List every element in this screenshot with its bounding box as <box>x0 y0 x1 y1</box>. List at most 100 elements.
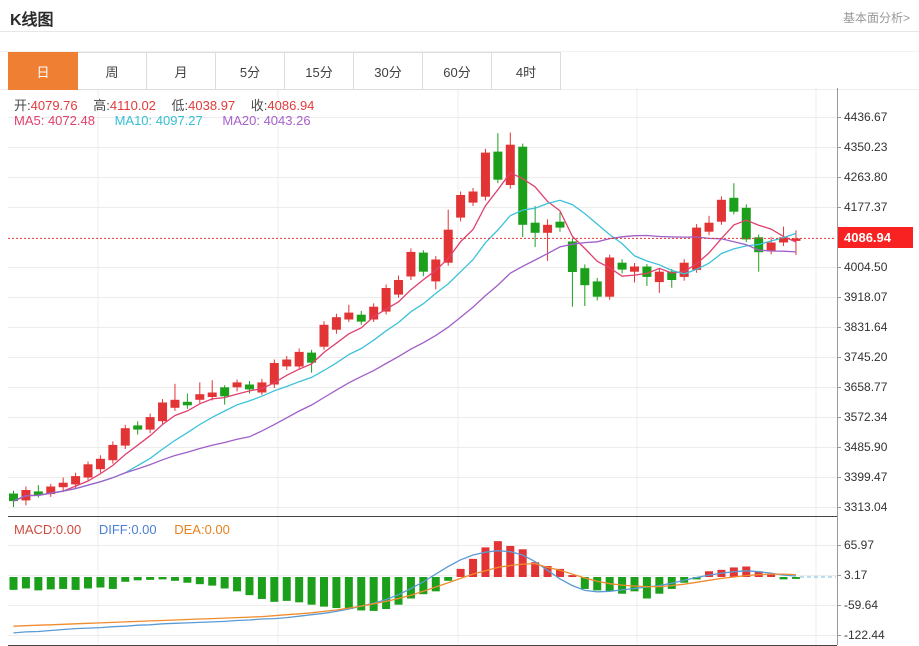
diff-line <box>13 550 797 634</box>
axis-tick-label: 3745.20 <box>844 350 888 364</box>
candle-body <box>741 207 751 240</box>
current-price-badge: 4086.94 <box>838 227 913 248</box>
candle-body <box>71 476 81 485</box>
tab-30min[interactable]: 30分 <box>353 52 423 90</box>
candle-body <box>257 382 267 393</box>
candle-body <box>269 363 279 385</box>
candle-body <box>319 324 329 347</box>
ma10-value: MA10: 4097.27 <box>114 113 203 128</box>
period-tabs: 日周月 5分 15分 30分 60分 4时 <box>8 52 561 90</box>
candle-body <box>9 493 18 502</box>
tab-4hour[interactable]: 4时 <box>491 52 561 90</box>
candle-body <box>220 387 230 397</box>
candle-body <box>158 402 168 422</box>
candle-body <box>207 392 217 397</box>
axis-tick-label: 4263.80 <box>844 170 888 184</box>
ma-legend: MA5: 4072.48 MA10: 4097.27 MA20: 4043.26 <box>14 113 311 128</box>
candle-body <box>83 464 93 478</box>
candle-body <box>282 359 292 367</box>
tabs-top-border <box>0 51 919 52</box>
candle-body <box>791 238 801 241</box>
candle-body <box>456 195 466 218</box>
axis <box>8 88 838 646</box>
axis-tick-label: 4436.67 <box>844 110 888 124</box>
candles <box>9 132 801 507</box>
axis-labels: 4436.67 4350.23 4263.80 4177.37 4004.50 3918.… <box>837 110 888 642</box>
candle-body <box>518 146 528 225</box>
candle-body <box>232 382 242 388</box>
dea-line <box>13 562 796 627</box>
candle-body <box>630 266 639 272</box>
candle-body <box>543 224 553 233</box>
candle-body <box>369 306 379 320</box>
header-divider <box>0 31 919 32</box>
candle-body <box>344 312 354 320</box>
tab-5min[interactable]: 5分 <box>215 52 285 90</box>
candle-body <box>394 280 404 295</box>
candle-body <box>654 271 664 283</box>
candle-body <box>505 144 515 185</box>
candle-body <box>580 268 590 286</box>
axis-tick-label: 3831.64 <box>844 320 888 334</box>
axis-tick-label: 3313.04 <box>844 500 888 514</box>
high-value: 4110.02 <box>109 98 156 113</box>
candle-body <box>692 227 702 270</box>
candle-body <box>58 482 68 488</box>
candle-body <box>493 151 503 180</box>
candle-body <box>406 251 416 277</box>
candle-body <box>667 271 677 280</box>
macd-histogram <box>9 541 800 611</box>
ma10-line <box>13 199 797 502</box>
dea-value: DEA:0.00 <box>174 522 230 537</box>
axis-tick-label: 3.17 <box>844 568 868 582</box>
candle-body <box>307 352 317 363</box>
macd-value: MACD:0.00 <box>14 522 82 537</box>
candle-body <box>480 152 490 197</box>
tab-15min[interactable]: 15分 <box>284 52 354 90</box>
axis-tick-label: 3658.77 <box>844 380 888 394</box>
low-value: 4038.97 <box>188 98 236 113</box>
candle-body <box>356 314 366 322</box>
candle-body <box>766 242 776 252</box>
macd-legend: MACD:0.00 DIFF:0.00 DEA:0.00 <box>14 522 230 537</box>
candle-body <box>642 266 652 277</box>
candle-body <box>120 428 130 446</box>
candle-body <box>617 262 627 270</box>
axis-tick-label: 3572.34 <box>844 410 888 424</box>
candle-body <box>145 417 155 430</box>
ohlc-legend: 开:4079.76 高:4110.02 低:4038.97 收:4086.94 <box>14 95 326 114</box>
tab-60min[interactable]: 60分 <box>422 52 492 90</box>
candle-body <box>779 237 789 243</box>
candle-body <box>555 221 565 228</box>
tab-day[interactable]: 日 <box>8 52 78 90</box>
candle-body <box>716 199 726 222</box>
fundamental-analysis-link[interactable]: 基本面分析> <box>842 11 910 25</box>
page-title: K线图 <box>10 12 54 29</box>
tab-week[interactable]: 周 <box>77 52 147 90</box>
candle-body <box>567 241 577 272</box>
ma20-line <box>13 234 796 502</box>
candle-body <box>195 394 205 400</box>
candle-body <box>443 229 453 263</box>
low-label: 低: <box>171 98 189 113</box>
open-label: 开: <box>14 98 31 113</box>
candle-body <box>468 191 478 203</box>
candle-body <box>530 222 540 233</box>
candle-body <box>95 458 105 470</box>
high-label: 高: <box>93 98 110 113</box>
axis-tick-label: -59.64 <box>844 598 878 612</box>
candle-body <box>418 252 428 272</box>
ma5-value: MA5: 4072.48 <box>14 113 95 128</box>
candle-body <box>704 222 714 232</box>
candle-body <box>108 444 118 461</box>
tab-month[interactable]: 月 <box>146 52 216 90</box>
axis-tick-label: -122.44 <box>844 628 885 642</box>
candle-body <box>294 351 304 367</box>
candle-body <box>170 399 180 408</box>
candle-body <box>592 281 602 297</box>
candle-body <box>729 197 739 212</box>
close-value: 4086.94 <box>267 98 315 113</box>
axis-tick-label: 3399.47 <box>844 470 888 484</box>
axis-tick-label: 3918.07 <box>844 290 888 304</box>
